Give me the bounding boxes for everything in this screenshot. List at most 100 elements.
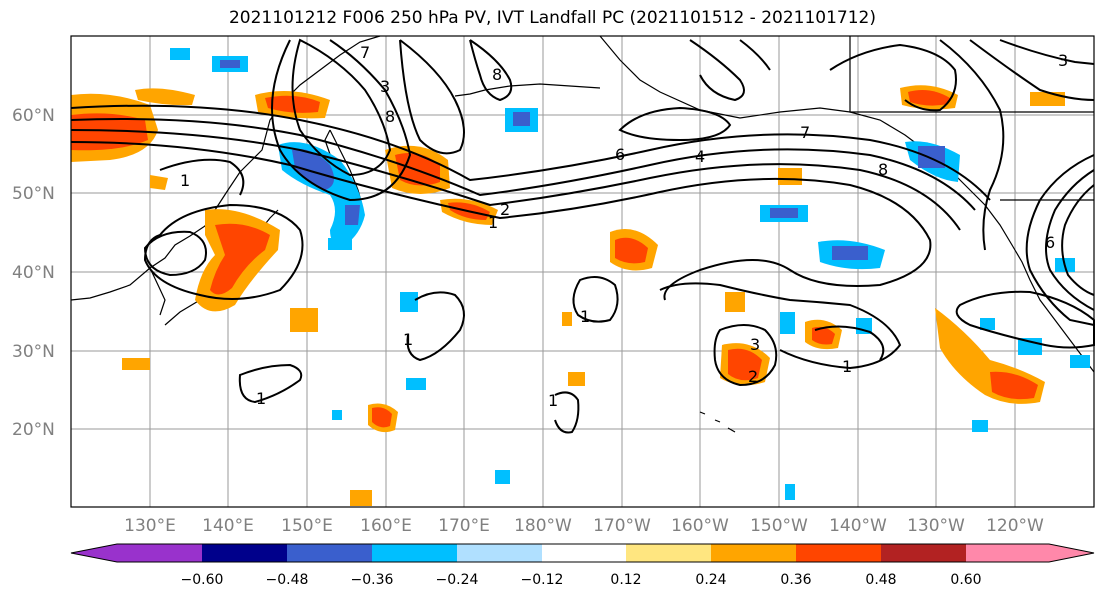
korea-coast (149, 267, 166, 316)
negative-region (170, 48, 190, 60)
colorbar-tick-label: 0.24 (695, 572, 726, 588)
contour-label: 7 (360, 43, 370, 62)
canada-border (849, 36, 1094, 113)
contour-line (969, 39, 1095, 101)
contour-line (70, 141, 932, 301)
contour-line (1025, 154, 1095, 326)
contour-line (159, 158, 245, 196)
colorbar-swatch (287, 544, 372, 562)
contour-label: 8 (385, 107, 395, 126)
negative-region (980, 318, 995, 330)
colorbar-tick-label: −0.60 (181, 572, 224, 588)
chart-title: 2021101212 F006 250 hPa PV, IVT Landfall… (228, 8, 876, 28)
colorbar-swatch (372, 544, 457, 562)
lon-label: 140°W (829, 516, 887, 536)
positive-region (728, 348, 762, 381)
negative-region (400, 292, 418, 312)
positive-region (562, 312, 572, 326)
contour-line (143, 230, 207, 277)
negative-region (328, 238, 352, 250)
negative-region (780, 312, 795, 334)
lon-label: 130°W (907, 516, 965, 536)
colorbar-tick-label: −0.12 (521, 572, 564, 588)
positive-region (1030, 92, 1065, 106)
contour-label: 3 (750, 335, 760, 354)
contour-line (739, 39, 771, 71)
positive-region (350, 490, 372, 506)
colorbar-swatch (881, 544, 966, 562)
positive-region (812, 326, 835, 345)
contour-line (291, 38, 392, 177)
contour-label: 2 (748, 367, 758, 386)
lat-label: 40°N (12, 263, 55, 283)
contour-label: 1 (580, 307, 590, 326)
contour-label: 3 (1058, 51, 1068, 70)
lon-label: 130°E (124, 516, 176, 536)
contour-line (70, 129, 961, 231)
contour-line (271, 39, 412, 202)
negative-region (1070, 355, 1090, 368)
colorbar-tick-label: 0.36 (780, 572, 811, 588)
contour-label: 1 (403, 330, 413, 349)
negative-region (345, 205, 360, 225)
latitude-labels: 60°N 50°N 40°N 30°N 20°N (12, 106, 55, 440)
negative-region (832, 246, 868, 260)
positive-region (71, 113, 148, 151)
lon-label: 150°W (750, 516, 808, 536)
contour-line (238, 363, 303, 404)
colorbar-swatch (626, 544, 711, 562)
negative-region (220, 60, 240, 68)
lon-label: 150°E (281, 516, 333, 536)
colorbar-tick-label: 0.60 (950, 572, 981, 588)
aleutian-chain (454, 83, 601, 97)
positive-region (135, 88, 195, 106)
colorbar-swatch (542, 544, 626, 562)
longitude-labels: 130°E 140°E 150°E 160°E 170°E 180°W 170°… (124, 516, 1044, 536)
negative-region (292, 149, 334, 190)
contour-line (999, 39, 1095, 65)
contour-line (618, 106, 732, 142)
contour-line (955, 290, 1095, 349)
positive-region (615, 237, 648, 264)
negative-region (918, 146, 945, 168)
contour-line (70, 104, 991, 201)
positive-region (725, 292, 745, 312)
contour-label: 1 (488, 213, 498, 232)
contour-label: 1 (842, 357, 852, 376)
colorbar: −0.60 −0.48 −0.36 −0.24 −0.12 0.12 0.24 … (70, 543, 1095, 588)
positive-region (150, 175, 168, 190)
contour-labels: 7 3 8 8 6 4 7 8 1 2 1 1 1 1 3 2 1 6 3 1 (180, 43, 1068, 410)
map-border (70, 35, 1095, 508)
contour-label: 2 (500, 200, 510, 219)
contour-line (469, 39, 513, 102)
contour-line (70, 118, 976, 211)
colorbar-swatches (71, 544, 1094, 562)
lon-label: 170°E (438, 516, 490, 536)
colorbar-tick-label: −0.48 (266, 572, 309, 588)
lon-label: 160°E (360, 516, 412, 536)
contour-line (399, 39, 465, 155)
colorbar-swatch (796, 544, 881, 562)
positive-region (372, 407, 392, 428)
positive-region (210, 223, 270, 295)
contour-label: 1 (548, 391, 558, 410)
positive-region (778, 168, 802, 185)
map-panel: 7 3 8 8 6 4 7 8 1 2 1 1 1 1 3 2 1 6 3 1 (70, 35, 1095, 508)
lon-label: 170°W (593, 516, 651, 536)
contour-label: 6 (1045, 233, 1055, 252)
contour-line (572, 275, 619, 323)
contour-line (554, 391, 580, 434)
positive-region (908, 90, 950, 106)
contour-line (939, 39, 1005, 251)
contour-line (814, 325, 885, 361)
negative-region (495, 470, 510, 484)
lon-label: 160°W (671, 516, 729, 536)
colorbar-tick-label: 0.12 (610, 572, 641, 588)
contour-label: 6 (615, 145, 625, 164)
negative-region (785, 484, 795, 500)
asia-coast (70, 35, 381, 301)
colorbar-tick-label: 0.48 (865, 572, 896, 588)
lon-label: 120°W (986, 516, 1044, 536)
hawaii-islands (699, 411, 736, 433)
negative-region (332, 410, 342, 420)
